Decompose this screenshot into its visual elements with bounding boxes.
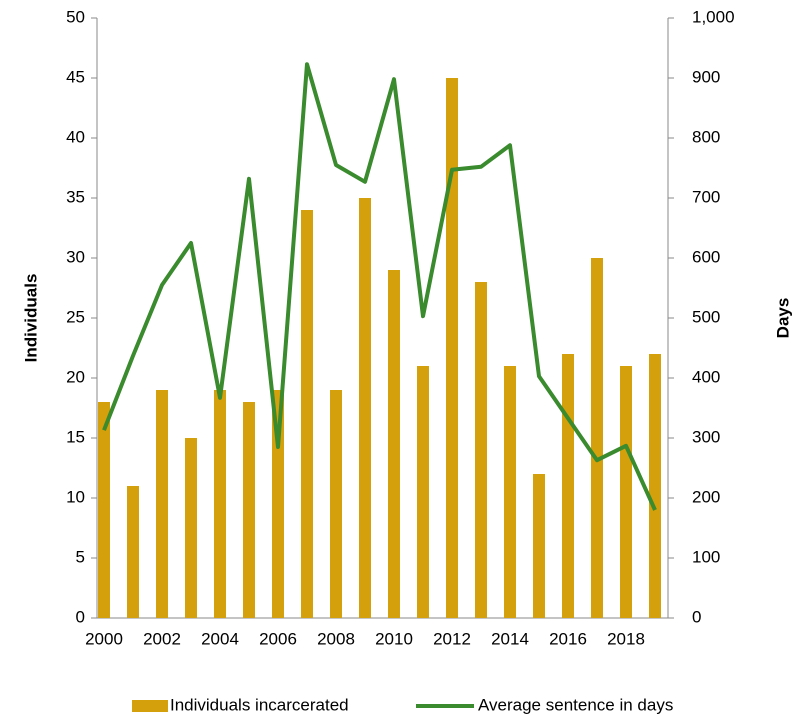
y2-tick-label: 400 — [692, 367, 720, 386]
y2-tick-label: 800 — [692, 127, 720, 146]
x-tick-label: 2010 — [375, 629, 413, 648]
y2-tick-label: 900 — [692, 67, 720, 86]
bar — [417, 366, 429, 618]
y-tick-label: 45 — [66, 67, 85, 86]
y-tick-label: 0 — [76, 607, 85, 626]
x-tick-label: 2016 — [549, 629, 587, 648]
bar — [446, 78, 458, 618]
y-tick-label: 10 — [66, 487, 85, 506]
bar — [620, 366, 632, 618]
bar — [504, 366, 516, 618]
bar — [127, 486, 139, 618]
legend-label: Individuals incarcerated — [170, 695, 349, 714]
x-tick-label: 2012 — [433, 629, 471, 648]
bar — [475, 282, 487, 618]
legend-swatch — [132, 700, 168, 712]
bar — [533, 474, 545, 618]
y-tick-label: 25 — [66, 307, 85, 326]
bar — [301, 210, 313, 618]
y2-tick-label: 0 — [692, 607, 701, 626]
bar — [359, 198, 371, 618]
bar — [562, 354, 574, 618]
x-tick-label: 2002 — [143, 629, 181, 648]
y-tick-label: 30 — [66, 247, 85, 266]
bar — [649, 354, 661, 618]
x-tick-label: 2014 — [491, 629, 529, 648]
x-tick-label: 2004 — [201, 629, 239, 648]
bar — [98, 402, 110, 618]
y-tick-label: 35 — [66, 187, 85, 206]
y-tick-label: 5 — [76, 547, 85, 566]
legend-label: Average sentence in days — [478, 695, 673, 714]
line — [102, 62, 657, 511]
y-axis-title: Individuals — [21, 274, 40, 363]
y2-axis-title: Days — [773, 298, 792, 339]
x-tick-label: 2006 — [259, 629, 297, 648]
x-tick-label: 2000 — [85, 629, 123, 648]
bar — [388, 270, 400, 618]
bar — [185, 438, 197, 618]
y2-tick-label: 200 — [692, 487, 720, 506]
y-tick-label: 50 — [66, 7, 85, 26]
bar — [156, 390, 168, 618]
y2-tick-label: 700 — [692, 187, 720, 206]
bar — [330, 390, 342, 618]
y-tick-label: 15 — [66, 427, 85, 446]
bar — [591, 258, 603, 618]
x-tick-label: 2018 — [607, 629, 645, 648]
y-tick-label: 40 — [66, 127, 85, 146]
y2-tick-label: 500 — [692, 307, 720, 326]
bar — [214, 390, 226, 618]
bar — [243, 402, 255, 618]
y2-tick-label: 100 — [692, 547, 720, 566]
y2-tick-label: 300 — [692, 427, 720, 446]
bar — [272, 390, 284, 618]
y-tick-label: 20 — [66, 367, 85, 386]
y2-tick-label: 600 — [692, 247, 720, 266]
x-tick-label: 2008 — [317, 629, 355, 648]
y2-tick-label: 1,000 — [692, 7, 735, 26]
